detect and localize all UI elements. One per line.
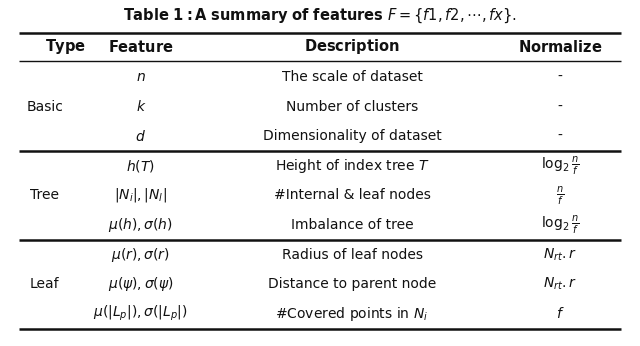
Text: Imbalance of tree: Imbalance of tree (291, 218, 413, 232)
Text: $N_{rt}.r$: $N_{rt}.r$ (543, 276, 577, 292)
Text: Dimensionality of dataset: Dimensionality of dataset (262, 129, 442, 143)
Text: $k$: $k$ (136, 99, 146, 114)
Text: $|N_i|,|N_l|$: $|N_i|,|N_l|$ (115, 186, 167, 204)
Text: $f$: $f$ (556, 306, 564, 321)
Text: Number of clusters: Number of clusters (286, 100, 418, 113)
Text: -: - (557, 100, 563, 113)
Text: $d$: $d$ (136, 129, 146, 144)
Text: $\mu(|L_p|), \sigma(|L_p|)$: $\mu(|L_p|), \sigma(|L_p|)$ (93, 304, 188, 324)
Text: Leaf: Leaf (30, 277, 60, 291)
Text: $\bf{Normalize}$: $\bf{Normalize}$ (518, 39, 602, 55)
Text: $\bf{Type}$: $\bf{Type}$ (45, 37, 86, 56)
Text: Tree: Tree (30, 189, 60, 202)
Text: $N_{rt}.r$: $N_{rt}.r$ (543, 246, 577, 263)
Text: Basic: Basic (26, 100, 63, 113)
Text: $\mu(r), \sigma(r)$: $\mu(r), \sigma(r)$ (111, 246, 170, 264)
Text: Height of index tree $T$: Height of index tree $T$ (275, 157, 429, 175)
Text: -: - (557, 70, 563, 84)
Text: Radius of leaf nodes: Radius of leaf nodes (282, 248, 422, 262)
Text: $h(T)$: $h(T)$ (126, 158, 156, 174)
Text: $\log_2 \frac{n}{f}$: $\log_2 \frac{n}{f}$ (541, 214, 579, 236)
Text: $n$: $n$ (136, 70, 146, 84)
Text: $\bf{Description}$: $\bf{Description}$ (304, 37, 400, 56)
Text: $\mu(h), \sigma(h)$: $\mu(h), \sigma(h)$ (108, 216, 173, 234)
Text: #Covered points in $N_i$: #Covered points in $N_i$ (275, 305, 429, 323)
Text: $\mu(\psi), \sigma(\psi)$: $\mu(\psi), \sigma(\psi)$ (108, 275, 173, 293)
Text: $\bf{Table\ 1: A\ summary\ of\ features\ }$$F = \{f1, f2, \cdots, fx\}.$: $\bf{Table\ 1: A\ summary\ of\ features\… (123, 6, 517, 25)
Text: $\log_2 \frac{n}{f}$: $\log_2 \frac{n}{f}$ (541, 155, 579, 177)
Text: Distance to parent node: Distance to parent node (268, 277, 436, 291)
Text: $\frac{n}{f}$: $\frac{n}{f}$ (556, 184, 564, 207)
Text: #Internal & leaf nodes: #Internal & leaf nodes (273, 189, 431, 202)
Text: -: - (557, 129, 563, 143)
Text: $\bf{Feature}$: $\bf{Feature}$ (108, 39, 173, 55)
Text: The scale of dataset: The scale of dataset (282, 70, 422, 84)
